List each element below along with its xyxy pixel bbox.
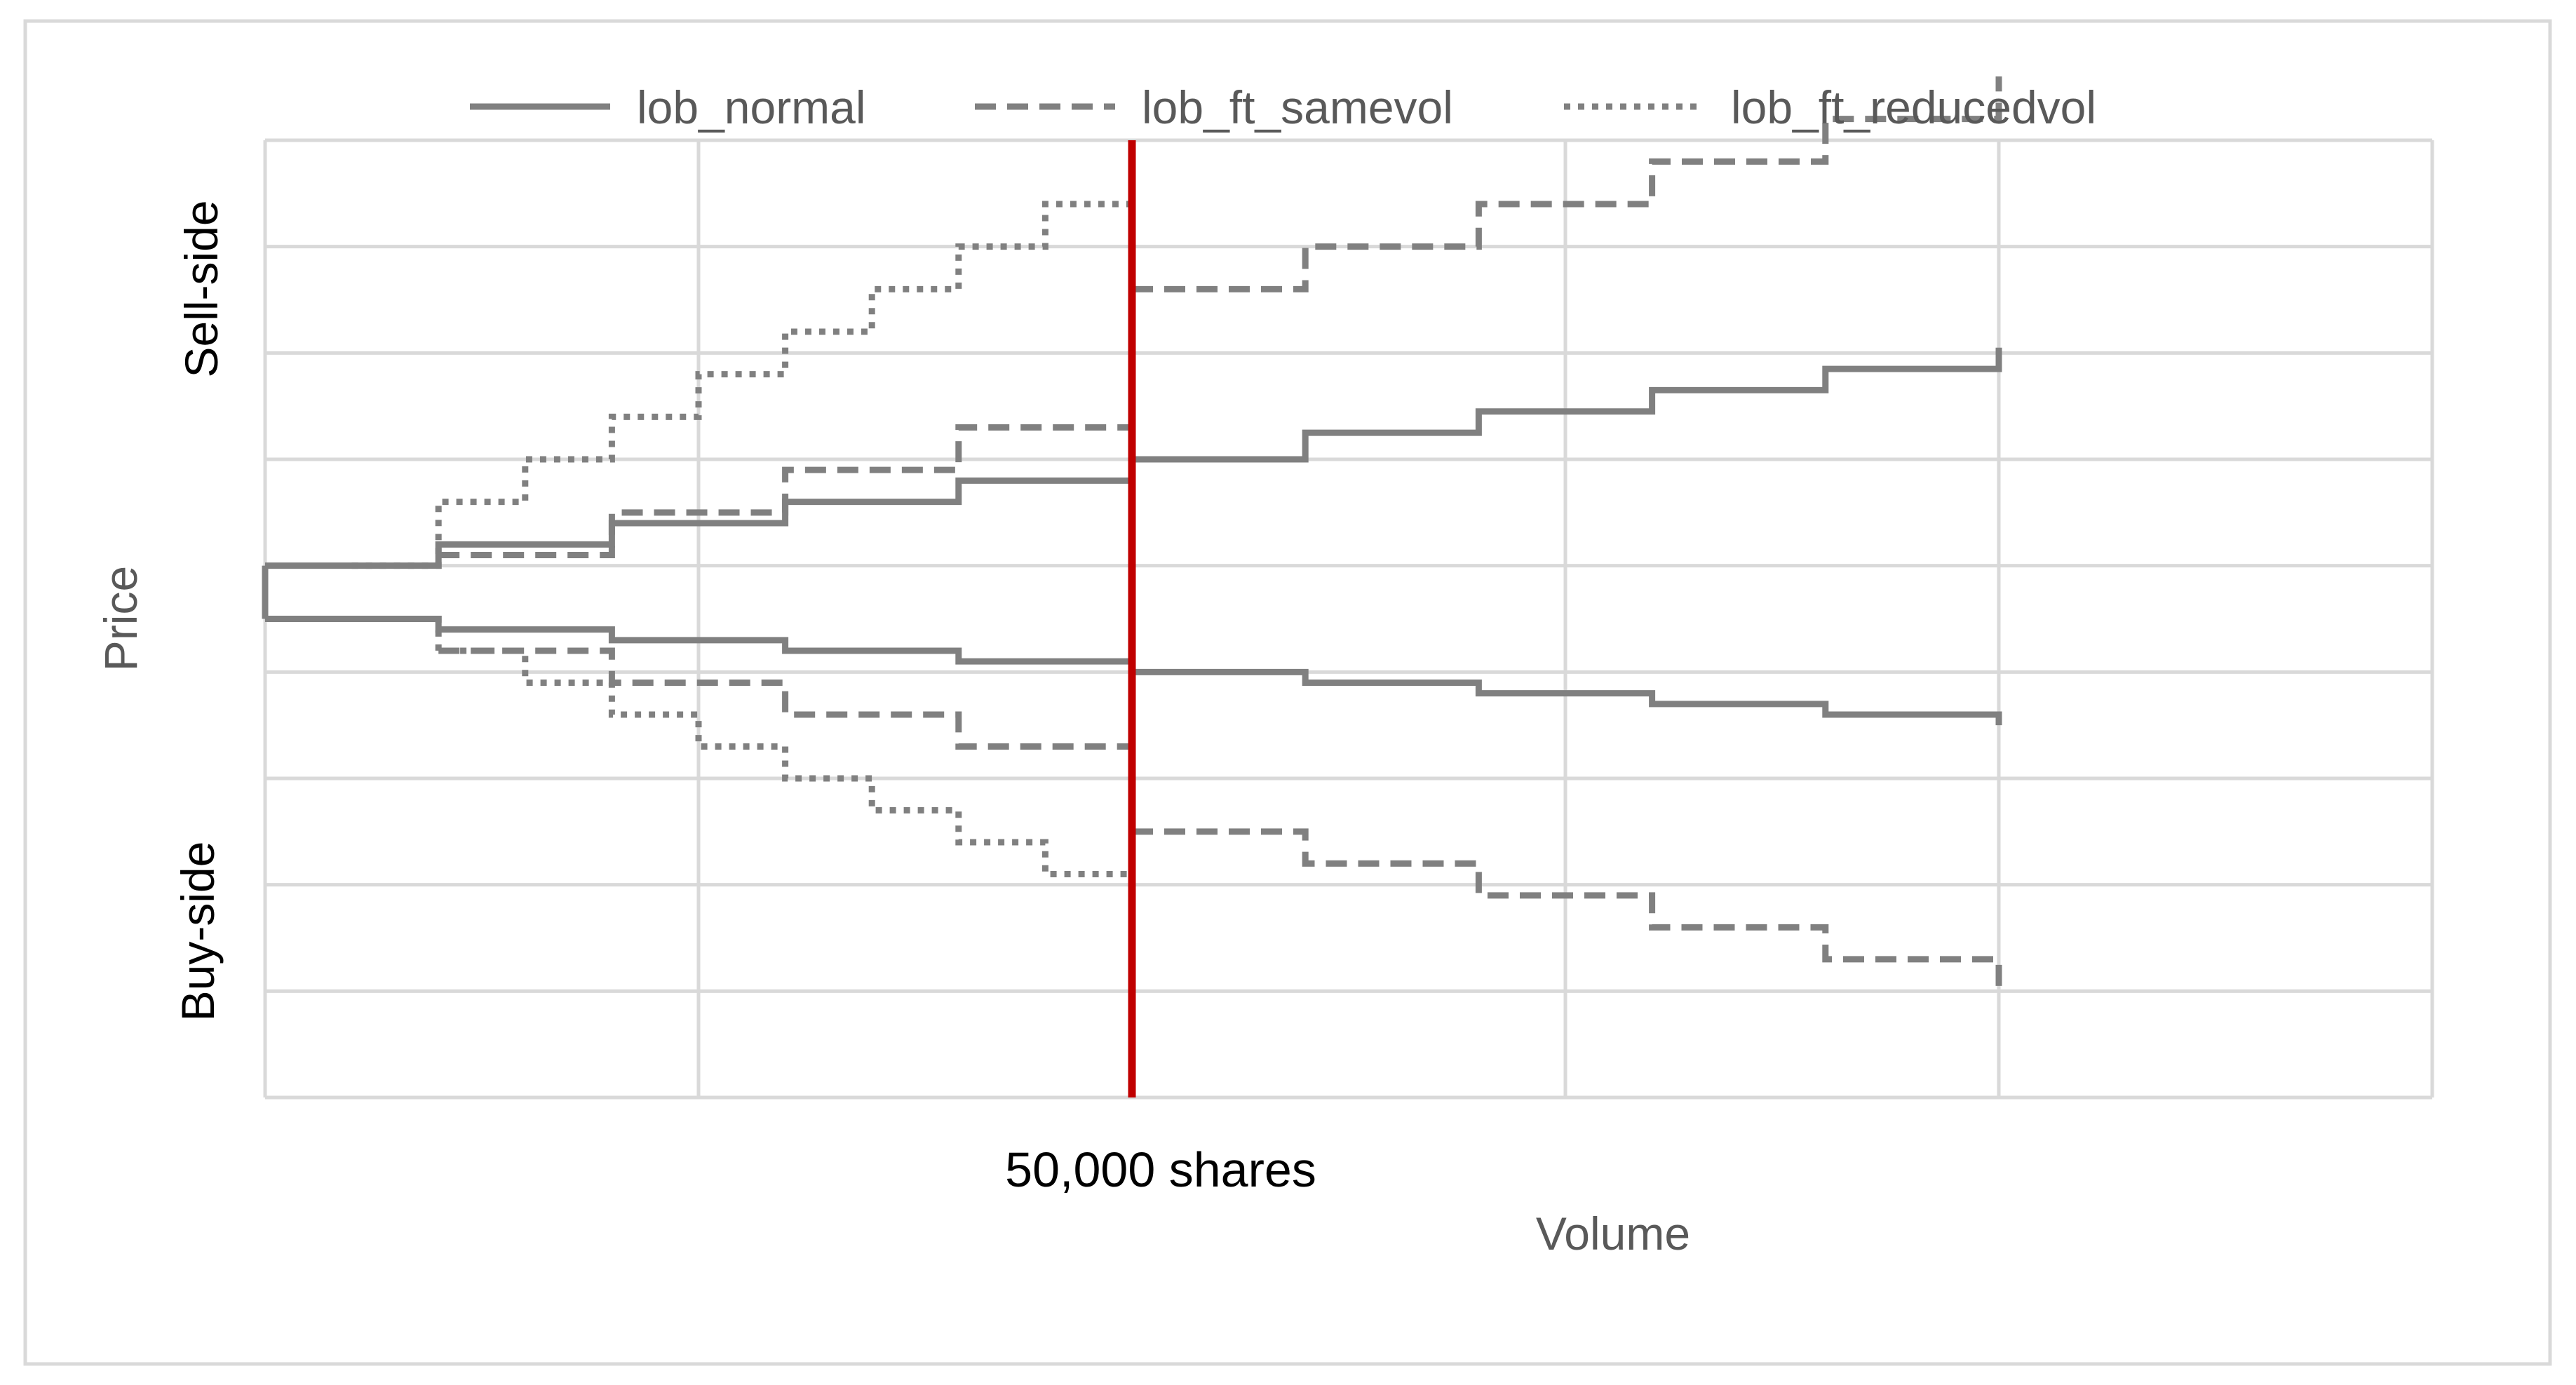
sell-side-label: Sell-side bbox=[175, 200, 227, 377]
x-axis-label: Volume bbox=[1536, 1208, 1690, 1259]
legend-label-lob_ft_reducedvol: lob_ft_reducedvol bbox=[1731, 81, 2096, 133]
series-lob_ft_samevol-sell-step-0 bbox=[438, 384, 1135, 558]
series-lob_ft_reducedvol bbox=[351, 161, 1135, 906]
legend-label-lob_normal: lob_normal bbox=[637, 81, 866, 133]
series-lob_ft_samevol-sell-step-1 bbox=[1132, 76, 2002, 292]
series-lob_ft_reducedvol-sell-step-0 bbox=[351, 161, 1135, 569]
buy-side-label: Buy-side bbox=[172, 842, 224, 1022]
legend: lob_normal lob_ft_samevol lob_ft_reducedvo… bbox=[470, 81, 2096, 133]
series-lob_ft_reducedvol-buy-step-1 bbox=[351, 616, 1135, 906]
legend-label-lob_ft_samevol: lob_ft_samevol bbox=[1142, 81, 1453, 133]
marker-label: 50,000 shares bbox=[1005, 1142, 1316, 1197]
series-lob_ft_samevol bbox=[438, 76, 2002, 992]
series-lob_ft_samevol-buy-step-3 bbox=[1132, 828, 2002, 992]
y-axis-label: Price bbox=[95, 566, 147, 671]
